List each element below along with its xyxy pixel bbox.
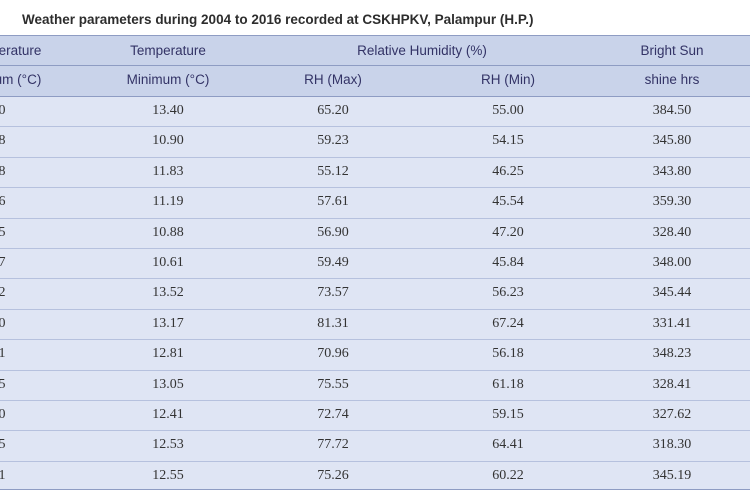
max-temp-cell: .18 [0, 163, 6, 179]
max-temp-cell: .90 [0, 103, 6, 118]
table-row: .01 12.81 70.96 56.18 348.23 [0, 340, 750, 371]
table-row: .65 10.88 56.90 47.20 328.40 [0, 219, 750, 249]
table-row: .65 12.53 77.72 64.41 318.30 [0, 431, 750, 462]
max-temp-cell: .47 [0, 254, 6, 270]
rh-min-cell: 61.18 [492, 376, 524, 392]
rh-max-cell: 57.61 [317, 194, 349, 210]
weather-table: erature Temperature Relative Humidity (%… [0, 35, 750, 490]
min-temp-cell: 11.19 [152, 194, 184, 210]
table-row: .18 11.83 55.12 46.25 343.80 [0, 158, 750, 189]
rh-min-cell: 55.00 [492, 103, 524, 118]
rh-min-cell: 64.41 [492, 437, 524, 453]
min-temp-cell: 13.52 [152, 285, 184, 301]
min-temp-cell: 13.40 [152, 103, 184, 118]
table-row: .86 11.19 57.61 45.54 359.30 [0, 188, 750, 219]
rh-max-cell: 77.72 [317, 437, 349, 453]
rh-min-cell: 47.20 [492, 224, 524, 240]
sunshine-cell: 345.80 [652, 133, 692, 149]
max-temp-cell: .65 [0, 224, 6, 240]
rh-max-cell: 75.55 [317, 376, 349, 392]
max-temp-cell: .65 [0, 437, 6, 453]
rh-max-cell: 70.96 [317, 346, 349, 362]
table-row: .62 13.52 73.57 56.23 345.44 [0, 279, 750, 310]
rh-min-cell: 56.23 [492, 285, 524, 301]
sunshine-cell: 331.41 [652, 315, 692, 331]
table-row: .30 12.41 72.74 59.15 327.62 [0, 401, 750, 432]
rh-min-cell: 46.25 [492, 163, 524, 179]
rh-max-cell: 59.23 [317, 133, 349, 149]
rh-min-cell: 45.84 [492, 254, 524, 270]
sunshine-cell: 348.00 [652, 254, 692, 270]
rh-max-cell: 72.74 [317, 406, 349, 422]
sunshine-cell: 359.30 [652, 194, 692, 210]
subheader-min-temp: Minimum (°C) [126, 72, 210, 87]
table-row: .61 12.55 75.26 60.22 345.19 [0, 462, 750, 491]
max-temp-cell: .55 [0, 376, 6, 392]
max-temp-cell: .30 [0, 406, 6, 422]
rh-max-cell: 56.90 [317, 224, 349, 240]
rh-max-cell: 75.26 [317, 467, 349, 483]
sunshine-cell: 327.62 [652, 406, 692, 422]
table-body: .90 13.40 65.20 55.00 384.50 .08 10.90 59.23 54.… [0, 97, 750, 490]
max-temp-cell: .08 [0, 133, 6, 149]
rh-min-cell: 54.15 [492, 133, 524, 149]
rh-min-cell: 45.54 [492, 194, 524, 210]
table-row: .90 13.40 65.20 55.00 384.50 [0, 97, 750, 128]
min-temp-cell: 12.81 [152, 346, 184, 362]
table-row: .90 13.17 81.31 67.24 331.41 [0, 310, 750, 341]
header-min-temperature: Temperature [130, 43, 206, 58]
min-temp-cell: 10.61 [152, 254, 184, 270]
max-temp-cell: .01 [0, 346, 6, 362]
sunshine-cell: 328.40 [652, 224, 692, 240]
sunshine-cell: 384.50 [652, 103, 692, 118]
min-temp-cell: 12.55 [152, 467, 184, 483]
sunshine-cell: 318.30 [652, 437, 692, 453]
max-temp-cell: .86 [0, 194, 6, 210]
min-temp-cell: 12.41 [152, 406, 184, 422]
rh-max-cell: 73.57 [317, 285, 349, 301]
table-row: .08 10.90 59.23 54.15 345.80 [0, 127, 750, 158]
header-relative-humidity: Relative Humidity (%) [357, 43, 487, 58]
rh-max-cell: 81.31 [317, 315, 349, 331]
rh-max-cell: 59.49 [317, 254, 349, 270]
subheader-rh-min: RH (Min) [481, 72, 535, 87]
table-row: .47 10.61 59.49 45.84 348.00 [0, 249, 750, 280]
sunshine-cell: 343.80 [652, 163, 692, 179]
header-max-temperature: erature [0, 43, 42, 58]
sunshine-cell: 345.44 [652, 285, 692, 301]
rh-max-cell: 65.20 [317, 103, 349, 118]
rh-max-cell: 55.12 [317, 163, 349, 179]
sunshine-cell: 345.19 [652, 467, 692, 483]
max-temp-cell: .90 [0, 315, 6, 331]
header-bright-sunshine: Bright Sun [640, 43, 704, 58]
max-temp-cell: .62 [0, 285, 6, 301]
min-temp-cell: 13.17 [152, 315, 184, 331]
subheader-max-temp: um (°C) [0, 72, 42, 87]
min-temp-cell: 10.88 [152, 224, 184, 240]
table-caption: Weather parameters during 2004 to 2016 r… [22, 12, 534, 27]
table-row: .55 13.05 75.55 61.18 328.41 [0, 371, 750, 401]
table-header: erature Temperature Relative Humidity (%… [0, 35, 750, 97]
rh-min-cell: 60.22 [492, 467, 524, 483]
rh-min-cell: 67.24 [492, 315, 524, 331]
min-temp-cell: 13.05 [152, 376, 184, 392]
subheader-sunshine-hrs: shine hrs [644, 72, 700, 87]
rh-min-cell: 56.18 [492, 346, 524, 362]
rh-min-cell: 59.15 [492, 406, 524, 422]
min-temp-cell: 11.83 [152, 163, 184, 179]
max-temp-cell: .61 [0, 467, 6, 483]
sunshine-cell: 348.23 [652, 346, 692, 362]
min-temp-cell: 10.90 [152, 133, 184, 149]
sunshine-cell: 328.41 [652, 376, 692, 392]
min-temp-cell: 12.53 [152, 437, 184, 453]
subheader-rh-max: RH (Max) [304, 72, 362, 87]
